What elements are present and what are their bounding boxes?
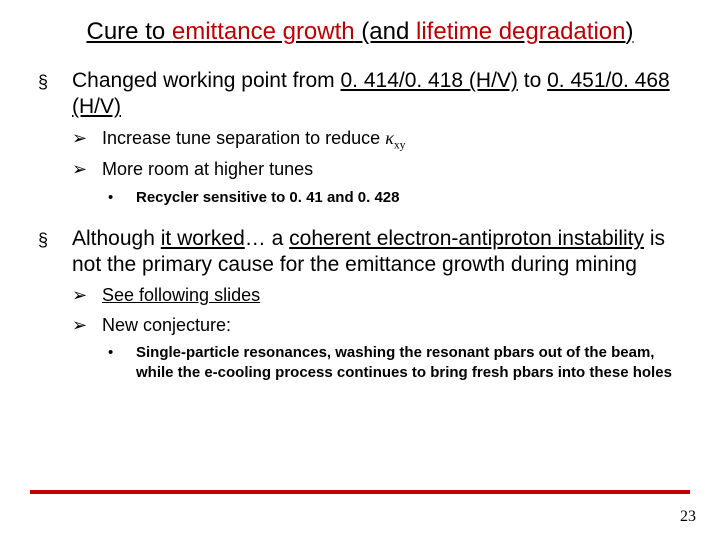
bullet-l1-icon: § (38, 68, 72, 121)
bullet-block-2: § Although it worked… a coherent electro… (30, 226, 690, 384)
subpoint-2a-text: See following slides (102, 284, 690, 307)
bullet-block-1: § Changed working point from 0. 414/0. 4… (30, 68, 690, 208)
point-1-text: Changed working point from 0. 414/0. 418… (72, 68, 690, 121)
title-text-post: ) (625, 18, 633, 45)
subpoint-1b: ➢ More room at higher tunes (72, 158, 690, 181)
bullet-l3-icon: • (108, 188, 136, 208)
slide-title: Cure to emittance growth (and lifetime d… (30, 18, 690, 46)
point-2: § Although it worked… a coherent electro… (38, 226, 690, 279)
subpoint-2b: ➢ New conjecture: (72, 314, 690, 337)
subsubpoint-1b1: • Recycler sensitive to 0. 41 and 0. 428 (108, 188, 690, 208)
p2-u1: it worked (161, 227, 245, 250)
point-2-text: Although it worked… a coherent electron-… (72, 226, 690, 279)
kappa-subscript: xy (394, 138, 406, 151)
bullet-l2-icon: ➢ (72, 284, 102, 307)
point-1: § Changed working point from 0. 414/0. 4… (38, 68, 690, 121)
p2-mid1: … a (245, 227, 289, 250)
title-highlight-1: emittance growth (172, 18, 355, 45)
subpoint-1b-text: More room at higher tunes (102, 158, 690, 181)
bullet-l1-icon: § (38, 226, 72, 279)
p2-u2: coherent electron-antiproton instability (289, 227, 644, 250)
title-text-mid: (and (355, 18, 416, 45)
subsubpoint-2b1: • Single-particle resonances, washing th… (108, 343, 690, 384)
p1-mid: to (518, 69, 547, 92)
title-text-pre: Cure to (87, 18, 172, 45)
page-number: 23 (680, 508, 696, 526)
subpoint-1a: ➢ Increase tune separation to reduce κxy (72, 127, 690, 153)
slide: Cure to emittance growth (and lifetime d… (0, 0, 720, 540)
p1-pre: Changed working point from (72, 69, 340, 92)
bullet-l2-icon: ➢ (72, 158, 102, 181)
title-highlight-2: lifetime degradation (416, 18, 625, 45)
subsubpoint-2b1-text: Single-particle resonances, washing the … (136, 343, 690, 384)
divider-rule (30, 490, 690, 494)
p2-pre: Although (72, 227, 161, 250)
subpoint-2b-text: New conjecture: (102, 314, 690, 337)
bullet-l3-icon: • (108, 343, 136, 384)
bullet-l2-icon: ➢ (72, 127, 102, 153)
kappa-symbol: κ (385, 128, 394, 148)
subpoint-2a: ➢ See following slides (72, 284, 690, 307)
subsubpoint-1b1-text: Recycler sensitive to 0. 41 and 0. 428 (136, 188, 690, 208)
s1a-text: Increase tune separation to reduce (102, 128, 385, 148)
bullet-l2-icon: ➢ (72, 314, 102, 337)
subpoint-1a-text: Increase tune separation to reduce κxy (102, 127, 690, 153)
p1-u1: 0. 414/0. 418 (H/V) (340, 69, 517, 92)
